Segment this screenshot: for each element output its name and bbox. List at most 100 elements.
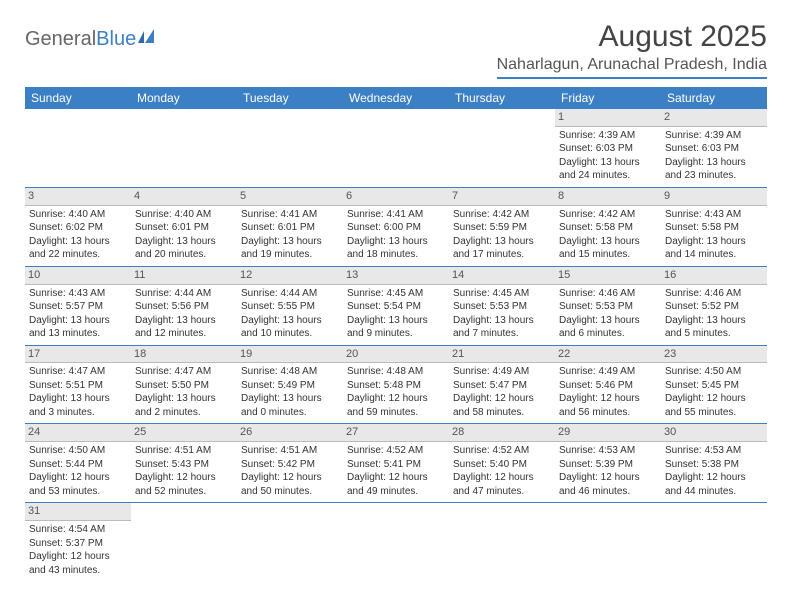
- day-number: 31: [25, 503, 131, 521]
- calendar-cell: 31Sunrise: 4:54 AMSunset: 5:37 PMDayligh…: [25, 503, 131, 581]
- day-number: 25: [131, 424, 237, 442]
- daylight-text: Daylight: 13 hours and 17 minutes.: [453, 235, 551, 262]
- sunset-text: Sunset: 5:53 PM: [559, 300, 657, 314]
- daylight-text: Daylight: 13 hours and 2 minutes.: [135, 392, 233, 419]
- calendar-cell: 4Sunrise: 4:40 AMSunset: 6:01 PMDaylight…: [131, 187, 237, 266]
- sunrise-text: Sunrise: 4:54 AM: [29, 523, 127, 537]
- day-number: 13: [343, 267, 449, 285]
- calendar-cell: 10Sunrise: 4:43 AMSunset: 5:57 PMDayligh…: [25, 266, 131, 345]
- daylight-text: Daylight: 13 hours and 9 minutes.: [347, 314, 445, 341]
- day-header: Sunday: [25, 87, 131, 109]
- sunrise-text: Sunrise: 4:43 AM: [665, 208, 763, 222]
- sunrise-text: Sunrise: 4:41 AM: [241, 208, 339, 222]
- sunset-text: Sunset: 5:38 PM: [665, 458, 763, 472]
- sunrise-text: Sunrise: 4:40 AM: [29, 208, 127, 222]
- sunset-text: Sunset: 5:45 PM: [665, 379, 763, 393]
- calendar-cell: 24Sunrise: 4:50 AMSunset: 5:44 PMDayligh…: [25, 424, 131, 503]
- daylight-text: Daylight: 13 hours and 0 minutes.: [241, 392, 339, 419]
- sunset-text: Sunset: 6:03 PM: [665, 142, 763, 156]
- calendar-cell: [343, 109, 449, 187]
- calendar-cell: 21Sunrise: 4:49 AMSunset: 5:47 PMDayligh…: [449, 345, 555, 424]
- day-number: 11: [131, 267, 237, 285]
- calendar-cell: 7Sunrise: 4:42 AMSunset: 5:59 PMDaylight…: [449, 187, 555, 266]
- day-number: 19: [237, 346, 343, 364]
- calendar-cell: 6Sunrise: 4:41 AMSunset: 6:00 PMDaylight…: [343, 187, 449, 266]
- calendar-cell: [131, 503, 237, 581]
- day-number: 2: [661, 109, 767, 127]
- sunrise-text: Sunrise: 4:47 AM: [135, 365, 233, 379]
- sunset-text: Sunset: 5:50 PM: [135, 379, 233, 393]
- sunset-text: Sunset: 5:56 PM: [135, 300, 233, 314]
- day-number: 16: [661, 267, 767, 285]
- sunset-text: Sunset: 6:01 PM: [135, 221, 233, 235]
- daylight-text: Daylight: 13 hours and 3 minutes.: [29, 392, 127, 419]
- sunrise-text: Sunrise: 4:48 AM: [347, 365, 445, 379]
- logo-text-blue: Blue: [96, 28, 136, 51]
- calendar-cell: 30Sunrise: 4:53 AMSunset: 5:38 PMDayligh…: [661, 424, 767, 503]
- calendar-cell: 9Sunrise: 4:43 AMSunset: 5:58 PMDaylight…: [661, 187, 767, 266]
- calendar-cell: [237, 503, 343, 581]
- sunrise-text: Sunrise: 4:45 AM: [347, 287, 445, 301]
- sunrise-text: Sunrise: 4:40 AM: [135, 208, 233, 222]
- calendar-cell: 1Sunrise: 4:39 AMSunset: 6:03 PMDaylight…: [555, 109, 661, 187]
- logo-text-general: General: [25, 28, 96, 51]
- day-number: 15: [555, 267, 661, 285]
- daylight-text: Daylight: 12 hours and 47 minutes.: [453, 471, 551, 498]
- calendar-cell: 23Sunrise: 4:50 AMSunset: 5:45 PMDayligh…: [661, 345, 767, 424]
- calendar-table: SundayMondayTuesdayWednesdayThursdayFrid…: [25, 87, 767, 581]
- daylight-text: Daylight: 13 hours and 12 minutes.: [135, 314, 233, 341]
- daylight-text: Daylight: 12 hours and 49 minutes.: [347, 471, 445, 498]
- sunset-text: Sunset: 5:47 PM: [453, 379, 551, 393]
- calendar-cell: [661, 503, 767, 581]
- sunset-text: Sunset: 5:57 PM: [29, 300, 127, 314]
- day-number: 14: [449, 267, 555, 285]
- calendar-cell: [555, 503, 661, 581]
- day-number: 28: [449, 424, 555, 442]
- sunrise-text: Sunrise: 4:51 AM: [241, 444, 339, 458]
- daylight-text: Daylight: 13 hours and 23 minutes.: [665, 156, 763, 183]
- sunset-text: Sunset: 5:51 PM: [29, 379, 127, 393]
- sunrise-text: Sunrise: 4:46 AM: [559, 287, 657, 301]
- day-number: 24: [25, 424, 131, 442]
- calendar-cell: 3Sunrise: 4:40 AMSunset: 6:02 PMDaylight…: [25, 187, 131, 266]
- header: GeneralBlue August 2025 Naharlagun, Arun…: [25, 20, 767, 79]
- day-header: Tuesday: [237, 87, 343, 109]
- daylight-text: Daylight: 13 hours and 19 minutes.: [241, 235, 339, 262]
- day-header: Saturday: [661, 87, 767, 109]
- calendar-week: 24Sunrise: 4:50 AMSunset: 5:44 PMDayligh…: [25, 424, 767, 503]
- calendar-cell: 12Sunrise: 4:44 AMSunset: 5:55 PMDayligh…: [237, 266, 343, 345]
- day-number: 29: [555, 424, 661, 442]
- calendar-cell: 11Sunrise: 4:44 AMSunset: 5:56 PMDayligh…: [131, 266, 237, 345]
- sunset-text: Sunset: 5:54 PM: [347, 300, 445, 314]
- calendar-cell: 15Sunrise: 4:46 AMSunset: 5:53 PMDayligh…: [555, 266, 661, 345]
- sunrise-text: Sunrise: 4:48 AM: [241, 365, 339, 379]
- sunrise-text: Sunrise: 4:53 AM: [559, 444, 657, 458]
- sunrise-text: Sunrise: 4:51 AM: [135, 444, 233, 458]
- sunset-text: Sunset: 5:39 PM: [559, 458, 657, 472]
- day-number: 10: [25, 267, 131, 285]
- calendar-cell: 19Sunrise: 4:48 AMSunset: 5:49 PMDayligh…: [237, 345, 343, 424]
- daylight-text: Daylight: 13 hours and 13 minutes.: [29, 314, 127, 341]
- daylight-text: Daylight: 12 hours and 50 minutes.: [241, 471, 339, 498]
- month-title: August 2025: [497, 20, 767, 54]
- sunset-text: Sunset: 5:49 PM: [241, 379, 339, 393]
- sunrise-text: Sunrise: 4:50 AM: [29, 444, 127, 458]
- calendar-cell: [131, 109, 237, 187]
- calendar-week: 1Sunrise: 4:39 AMSunset: 6:03 PMDaylight…: [25, 109, 767, 187]
- calendar-cell: 8Sunrise: 4:42 AMSunset: 5:58 PMDaylight…: [555, 187, 661, 266]
- calendar-cell: 25Sunrise: 4:51 AMSunset: 5:43 PMDayligh…: [131, 424, 237, 503]
- day-header: Wednesday: [343, 87, 449, 109]
- sunset-text: Sunset: 5:48 PM: [347, 379, 445, 393]
- sunrise-text: Sunrise: 4:50 AM: [665, 365, 763, 379]
- daylight-text: Daylight: 12 hours and 46 minutes.: [559, 471, 657, 498]
- daylight-text: Daylight: 13 hours and 5 minutes.: [665, 314, 763, 341]
- day-number: 8: [555, 188, 661, 206]
- day-number: 30: [661, 424, 767, 442]
- sunset-text: Sunset: 6:00 PM: [347, 221, 445, 235]
- daylight-text: Daylight: 13 hours and 14 minutes.: [665, 235, 763, 262]
- calendar-cell: 28Sunrise: 4:52 AMSunset: 5:40 PMDayligh…: [449, 424, 555, 503]
- daylight-text: Daylight: 13 hours and 15 minutes.: [559, 235, 657, 262]
- logo: GeneralBlue: [25, 28, 160, 51]
- sunset-text: Sunset: 5:43 PM: [135, 458, 233, 472]
- day-number: 26: [237, 424, 343, 442]
